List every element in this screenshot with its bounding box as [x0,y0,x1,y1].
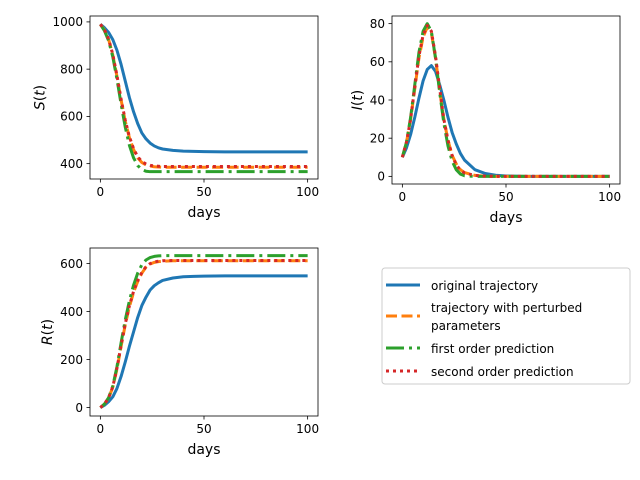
r-series-group [99,254,308,409]
i-y-tick-label: 20 [370,131,385,145]
s-y-tick-label: 800 [60,62,83,76]
i-series-group [400,22,610,178]
legend-box [381,267,631,385]
r-line-original [99,274,308,409]
s-y-tick-label: 1000 [52,15,83,29]
r-line-second [99,258,308,409]
s-x-tick-label: 100 [296,185,319,199]
r-x-tick-label: 0 [97,422,105,436]
s-y-axis-label: S(t) [33,85,49,110]
i-line-original [400,64,610,178]
r-y-tick-label: 200 [60,353,83,367]
s-axes-frame [89,15,319,180]
i-x-tick-label: 50 [498,190,513,204]
r-y-tick-label: 0 [75,401,83,415]
i-x-tick-label: 100 [598,190,621,204]
r-x-axis-label: days [187,442,220,458]
s-line-first [99,23,308,174]
r-y-tick-label: 400 [60,305,83,319]
legend-label-perturbed: trajectory with perturbed [431,301,582,315]
i-line-second [400,24,610,178]
s-series-group [99,23,308,174]
s-y-tick-label: 400 [60,157,83,171]
panel-susceptible: 0 50 100 400 600 800 1000 days S(t) [33,15,319,221]
r-y-axis-label: R(t) [40,319,56,345]
legend: original trajectory trajectory with pertu… [381,267,631,385]
s-y-tick-label: 600 [60,110,83,124]
i-x-tick-label: 0 [399,190,407,204]
i-y-tick-label: 40 [370,93,385,107]
panel-recovered: 0 50 100 0 200 400 600 days R(t) [40,247,319,458]
i-axes-frame [391,15,621,185]
r-y-tick-label: 600 [60,257,83,271]
i-x-axis-label: days [489,210,522,226]
s-x-tick-label: 0 [97,185,105,199]
s-x-axis-label: days [187,205,220,221]
i-y-axis-label: I(t) [350,90,366,111]
legend-label-perturbed: parameters [431,319,501,333]
s-x-tick-label: 50 [196,185,211,199]
panel-infected: 0 50 100 0 20 40 60 80 days I(t) [350,15,621,226]
i-y-tick-label: 80 [370,17,385,31]
s-line-original [99,23,308,154]
r-x-tick-label: 100 [296,422,319,436]
r-line-first [99,254,308,409]
legend-label-first: first order prediction [431,342,554,356]
r-x-tick-label: 50 [196,422,211,436]
legend-label-second: second order prediction [431,365,574,379]
i-y-tick-label: 60 [370,55,385,69]
i-y-tick-label: 0 [377,170,385,184]
legend-label-original: original trajectory [431,279,538,293]
s-line-second [99,23,308,168]
